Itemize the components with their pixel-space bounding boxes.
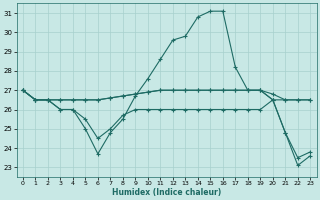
X-axis label: Humidex (Indice chaleur): Humidex (Indice chaleur) — [112, 188, 221, 197]
